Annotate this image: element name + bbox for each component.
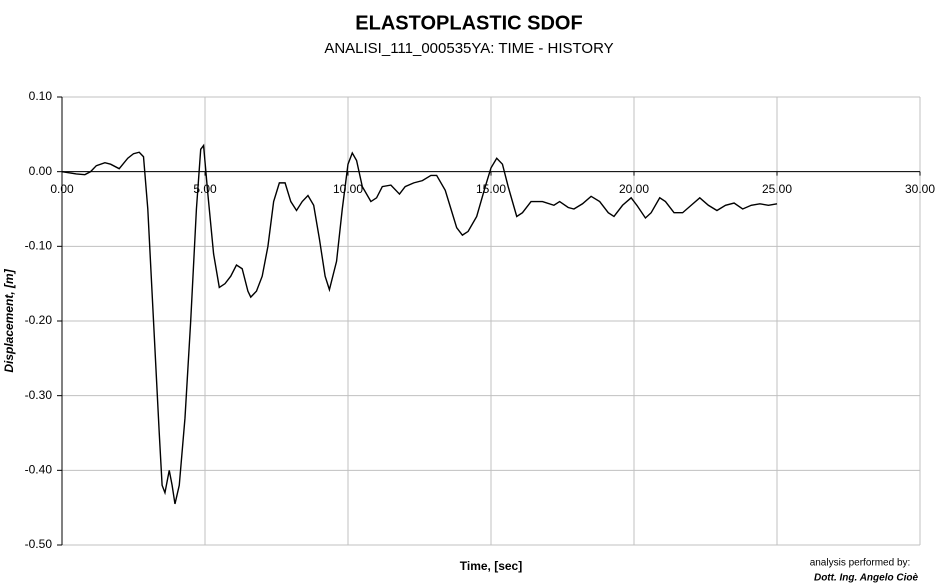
data-line: [61, 143, 778, 505]
y-tick-label: -0.30: [25, 388, 53, 402]
y-tick-label: -0.10: [25, 239, 53, 253]
credit-author: Dott. Ing. Angelo Cioè: [814, 573, 919, 584]
y-tick-label: 0.10: [29, 89, 53, 103]
y-tick-label: -0.40: [25, 463, 53, 477]
x-tick-label: 10.00: [333, 182, 363, 196]
y-tick-label: -0.20: [25, 313, 53, 327]
x-tick-label: 5.00: [193, 182, 217, 196]
x-tick-label: 20.00: [619, 182, 649, 196]
credit-line: analysis performed by:: [810, 558, 911, 569]
y-tick-label: 0.00: [29, 164, 53, 178]
chart-title: ELASTOPLASTIC SDOF: [355, 12, 582, 34]
x-tick-label: 25.00: [762, 182, 792, 196]
x-axis-title: Time, [sec]: [460, 559, 522, 573]
chart-subtitle: ANALISI_111_000535YA: TIME - HISTORY: [324, 40, 613, 57]
y-tick-label: -0.50: [25, 537, 53, 551]
y-axis-title: Displacement, [m]: [2, 268, 16, 372]
x-tick-label: 15.00: [476, 182, 506, 196]
x-tick-label: 30.00: [905, 182, 935, 196]
